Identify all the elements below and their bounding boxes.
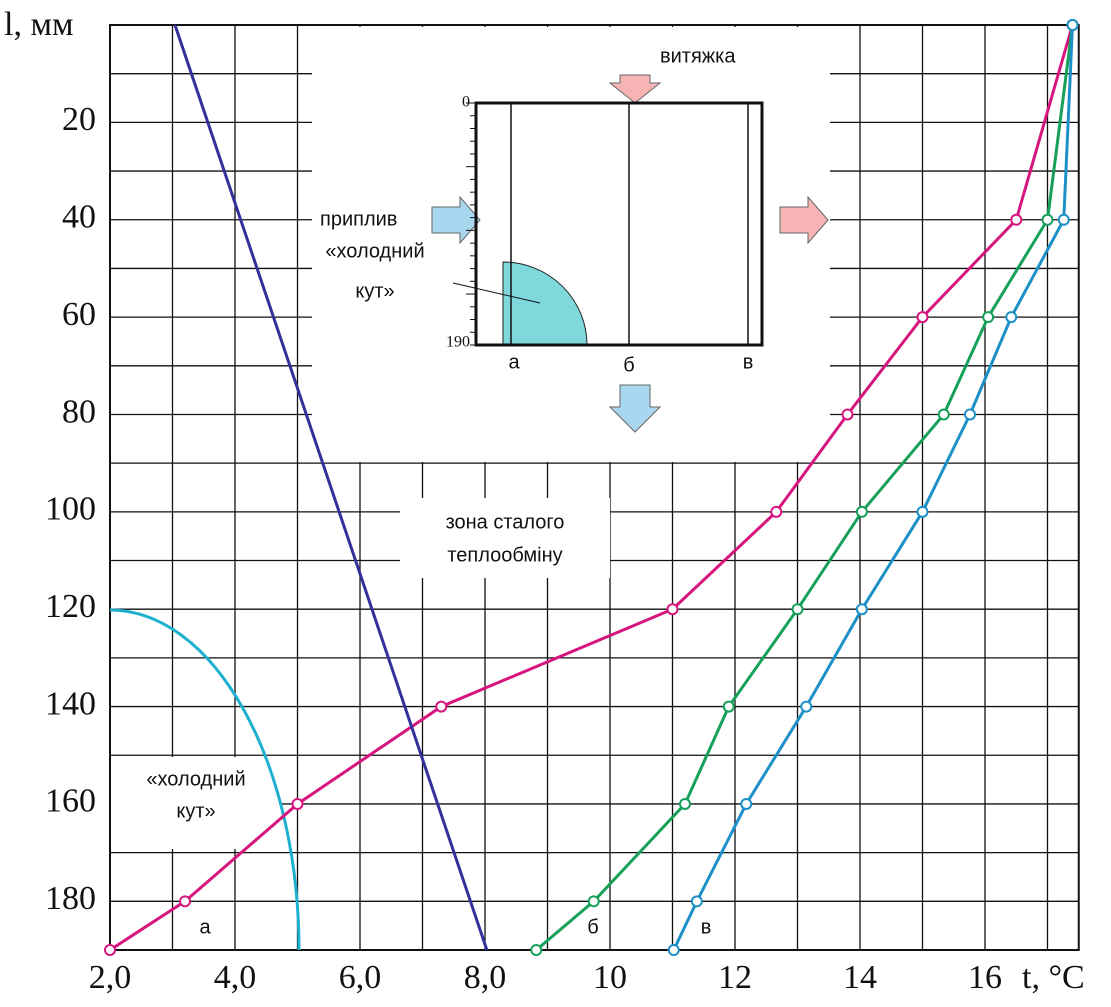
y-tick-label: 80 [62,393,96,430]
inset-pos-label: в [743,351,754,373]
data-point [1059,215,1069,225]
data-point [1068,20,1078,30]
zone-label: теплообміну [447,544,562,566]
data-point [843,409,853,419]
data-point [857,604,867,614]
x-axis-label: t, °C [1022,959,1085,996]
data-point [918,312,928,322]
inset-bottom-label: 190 [446,334,470,351]
y-tick-label: 20 [62,101,96,138]
y-tick-label: 60 [62,296,96,333]
data-point [436,702,446,712]
x-tick-label: 8,0 [464,959,507,996]
x-tick-label: 14 [843,959,877,996]
data-point [918,507,928,517]
data-point [793,604,803,614]
data-point [589,896,599,906]
data-point [680,799,690,809]
y-tick-label: 100 [45,491,96,528]
inset-cold-label: кут» [355,280,394,302]
x-tick-label: 10 [593,959,627,996]
y-tick-label: 120 [45,588,96,625]
data-point [531,945,541,955]
inset-top-label: 0 [462,94,470,111]
x-tick-label: 2,0 [89,959,132,996]
data-point [1043,215,1053,225]
exhaust-label: витяжка [660,45,736,67]
inset-cold-label: «холодний [325,240,424,262]
inset-pos-label: а [508,351,520,373]
chart: «холодний кут» зона сталого теплообміну … [0,0,1111,1007]
data-point [724,702,734,712]
data-point [669,945,679,955]
series-label: в [701,916,712,938]
cold-corner-label: кут» [176,800,215,822]
inflow-label: приплив [320,208,397,230]
y-axis-label: l, мм [4,6,73,43]
data-point [105,945,115,955]
data-point [668,604,678,614]
cold-corner-label: «холодний [146,768,245,790]
data-point [180,896,190,906]
data-point [983,312,993,322]
x-tick-label: 6,0 [339,959,382,996]
data-point [692,896,702,906]
data-point [1006,312,1016,322]
data-point [293,799,303,809]
y-tick-label: 40 [62,199,96,236]
x-tick-label: 12 [718,959,752,996]
zone-label: зона сталого [446,511,565,533]
series-label: а [199,916,211,938]
series-label: б [587,916,598,938]
inset-pos-label: б [623,354,634,376]
data-point [801,702,811,712]
y-tick-label: 180 [45,880,96,917]
data-point [965,409,975,419]
data-point [939,409,949,419]
data-point [857,507,867,517]
y-tick-label: 140 [45,685,96,722]
y-tick-label: 160 [45,783,96,820]
data-point [1011,215,1021,225]
data-point [741,799,751,809]
x-tick-label: 16 [968,959,1002,996]
data-point [771,507,781,517]
x-tick-label: 4,0 [214,959,257,996]
